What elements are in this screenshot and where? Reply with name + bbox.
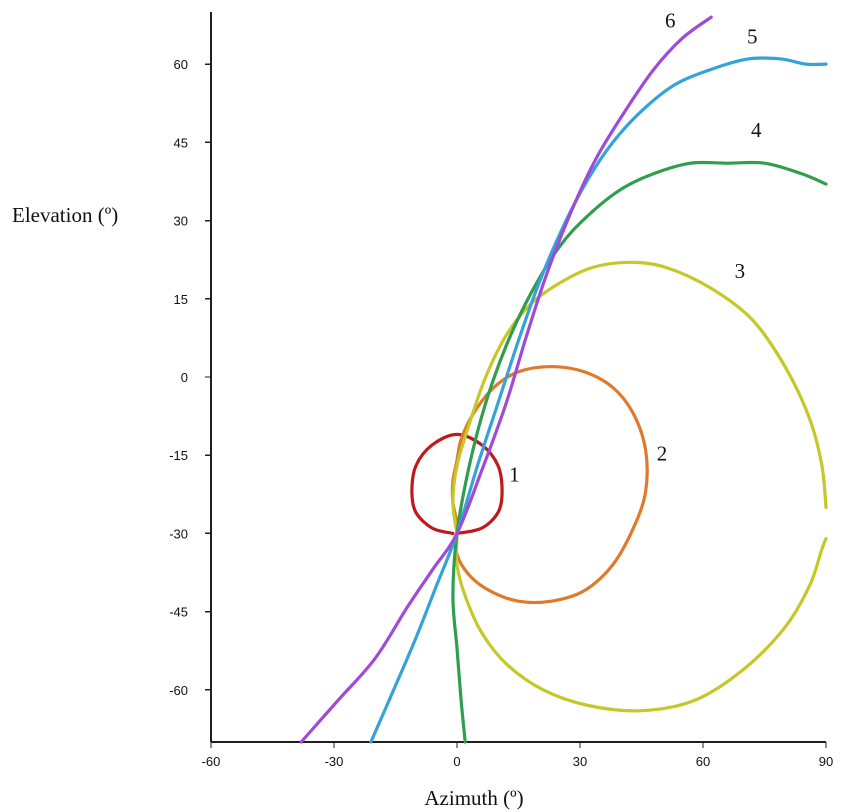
y-tick-label: 15 (174, 292, 188, 307)
x-tick-label: 60 (696, 754, 710, 769)
y-tick-label: -60 (169, 683, 188, 698)
y-tick-labels: -60 -45 -30 -15 0 15 30 45 60 (169, 57, 188, 698)
y-ticks (205, 63, 211, 691)
x-ticks (210, 742, 827, 748)
x-tick-label: 30 (573, 754, 587, 769)
x-tick-label: -60 (202, 754, 221, 769)
annotation-layer: 1 2 3 4 5 6 (509, 9, 762, 487)
curve-3 (451, 260, 828, 536)
curve-6 (299, 15, 713, 744)
y-tick-label: 60 (174, 57, 188, 72)
curve-label-6: 6 (665, 9, 676, 33)
y-axis-label: Elevation (º) (12, 203, 118, 227)
curve-5 (369, 56, 828, 744)
curve-label-5: 5 (747, 24, 758, 48)
curve-label-2: 2 (657, 441, 668, 465)
x-axis-label: Azimuth (º) (424, 786, 523, 810)
x-tick-label: -30 (325, 754, 344, 769)
y-tick-label: 45 (174, 135, 188, 150)
y-tick-label: 0 (181, 370, 188, 385)
y-tick-label: 30 (174, 214, 188, 229)
curve-label-4: 4 (751, 118, 762, 142)
x-tick-label: 0 (453, 754, 460, 769)
y-tick-label: -15 (169, 448, 188, 463)
x-tick-labels: -60 -30 0 30 60 90 (202, 754, 834, 769)
curve-label-3: 3 (735, 259, 746, 283)
curve-3 (454, 531, 828, 713)
x-tick-label: 90 (819, 754, 833, 769)
curve-2 (450, 364, 649, 605)
curve-1 (410, 432, 504, 536)
y-tick-label: -45 (169, 605, 188, 620)
y-tick-label: -30 (169, 526, 188, 541)
curve-label-1: 1 (509, 462, 520, 486)
curves-layer (299, 15, 828, 744)
curve-4 (451, 160, 828, 744)
